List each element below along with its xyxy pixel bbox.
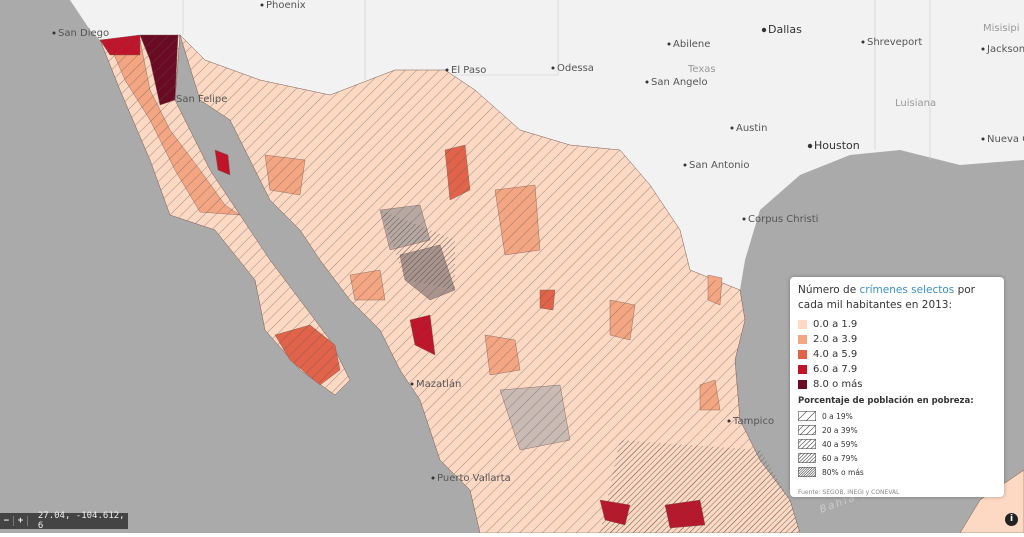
- place-label: Texas: [687, 64, 716, 75]
- poverty-label: 60 a 79%: [822, 454, 858, 463]
- poverty-swatch: [798, 467, 816, 477]
- legend-title-link[interactable]: crímenes selectos: [860, 284, 955, 296]
- legend-title-text: Número de: [798, 284, 860, 296]
- poverty-swatch: [798, 439, 816, 449]
- poverty-class: 40 a 59%: [798, 437, 996, 451]
- place-label: Nueva Orleans: [987, 134, 1024, 145]
- poverty-label: 40 a 59%: [822, 440, 858, 449]
- map-controls: − + 27.04, -104.612, 6: [0, 513, 128, 529]
- poverty-label: 0 a 19%: [822, 412, 853, 421]
- place-label: Corpus Christi: [748, 214, 818, 225]
- place-label: Jackson: [986, 44, 1024, 55]
- place-label: Austin: [736, 123, 767, 134]
- zoom-in[interactable]: +: [14, 516, 28, 526]
- crime-class: 6.0 a 7.9: [798, 362, 996, 377]
- place-dot: [552, 67, 555, 70]
- place-dot: [982, 138, 985, 141]
- place-label: Houston: [814, 139, 860, 152]
- place-label: Tampico: [732, 416, 774, 427]
- coordinates: 27.04, -104.612, 6: [38, 511, 128, 531]
- place-dot: [982, 48, 985, 51]
- legend: Número de crímenes selectos por cada mil…: [790, 277, 1004, 497]
- crime-class: 2.0 a 3.9: [798, 332, 996, 347]
- poverty-class: 0 a 19%: [798, 409, 996, 423]
- place-label: El Paso: [451, 65, 486, 76]
- crime-label: 8.0 o más: [813, 379, 862, 390]
- poverty-label: 20 a 39%: [822, 426, 858, 435]
- place-label: Abilene: [673, 39, 710, 50]
- poverty-swatch: [798, 453, 816, 463]
- place-label: San Antonio: [689, 160, 749, 171]
- poverty-title: Porcentaje de población en pobreza:: [798, 396, 996, 406]
- place-dot: [728, 420, 731, 423]
- crime-swatch: [798, 320, 807, 329]
- place-label: Phoenix: [266, 0, 306, 11]
- place-label: Odessa: [557, 63, 594, 74]
- place-dot: [646, 81, 649, 84]
- place-dot: [808, 144, 812, 148]
- crime-swatch: [798, 350, 807, 359]
- poverty-class: 60 a 79%: [798, 451, 996, 465]
- place-dot: [411, 383, 414, 386]
- place-dot: [261, 4, 264, 7]
- source: Fuente: SEGOB, INEGI y CONEVAL: [798, 489, 996, 496]
- crime-label: 6.0 a 7.9: [813, 364, 857, 375]
- place-dot: [684, 164, 687, 167]
- place-label: Mazatlán: [416, 378, 461, 390]
- place-label: Luisiana: [895, 98, 936, 109]
- place-label: Puerto Vallarta: [437, 473, 511, 484]
- place-label: San Diego: [58, 28, 109, 39]
- poverty-swatch: [798, 411, 816, 421]
- crime-class: 4.0 a 5.9: [798, 347, 996, 362]
- info-button[interactable]: i: [1005, 513, 1018, 526]
- crime-classes: 0.0 a 1.9 2.0 a 3.9 4.0 a 5.9 6.0 a 7.9 8.0 …: [798, 317, 996, 392]
- place-dot: [446, 69, 449, 72]
- poverty-classes: 0 a 19% 20 a 39% 40 a 59% 60 a 79% 80% o más: [798, 409, 996, 479]
- poverty-label: 80% o más: [822, 468, 864, 477]
- zoom-out[interactable]: −: [0, 516, 14, 526]
- place-label: Misisipi: [983, 23, 1020, 34]
- place-label: Shreveport: [867, 37, 922, 48]
- crime-label: 0.0 a 1.9: [813, 319, 857, 330]
- poverty-swatch: [798, 425, 816, 435]
- place-dot: [53, 32, 56, 35]
- place-label: San Felipe: [176, 94, 227, 105]
- crime-class: 8.0 o más: [798, 377, 996, 392]
- crime-swatch: [798, 365, 807, 374]
- crime-label: 4.0 a 5.9: [813, 349, 857, 360]
- crime-swatch: [798, 335, 807, 344]
- legend-title: Número de crímenes selectos por cada mil…: [798, 283, 996, 313]
- place-dot: [432, 477, 435, 480]
- poverty-class: 80% o más: [798, 465, 996, 479]
- place-label: San Angelo: [651, 77, 708, 88]
- crime-class: 0.0 a 1.9: [798, 317, 996, 332]
- place-dot: [668, 43, 671, 46]
- poverty-class: 20 a 39%: [798, 423, 996, 437]
- place-dot: [762, 28, 766, 32]
- place-dot: [731, 127, 734, 130]
- place-dot: [862, 41, 865, 44]
- crime-label: 2.0 a 3.9: [813, 334, 857, 345]
- swatch-border: [799, 412, 816, 421]
- crime-swatch: [798, 380, 807, 389]
- swatch-border: [799, 426, 816, 435]
- place-label: Dallas: [768, 23, 802, 36]
- place-dot: [743, 218, 746, 221]
